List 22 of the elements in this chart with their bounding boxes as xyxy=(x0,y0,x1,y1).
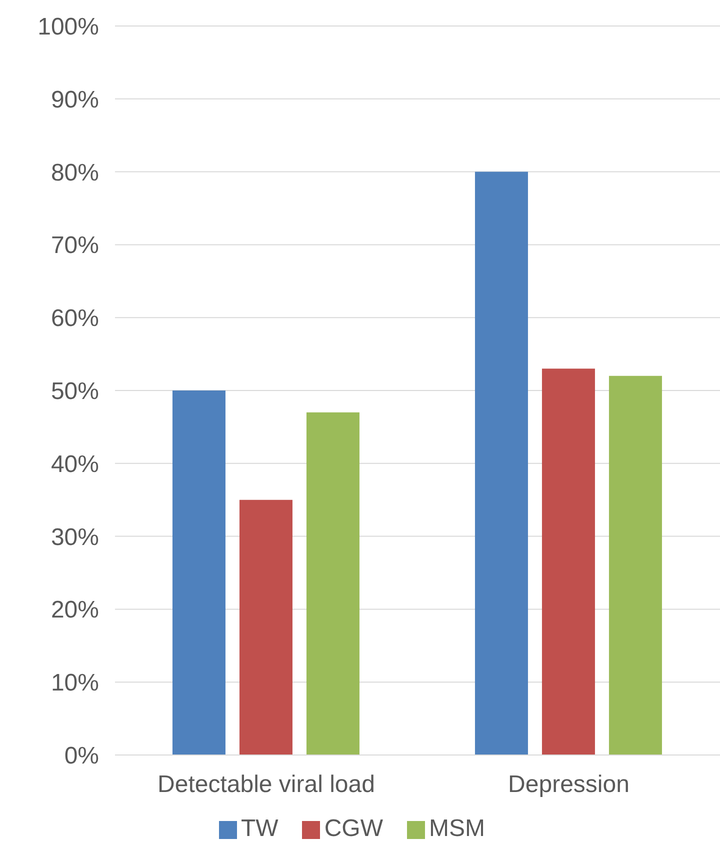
y-tick-label: 100% xyxy=(38,14,99,41)
y-tick-label: 0% xyxy=(64,742,99,770)
legend-label: CGW xyxy=(324,815,383,842)
y-tick-label: 90% xyxy=(50,86,99,114)
x-tick-label: Detectable viral load xyxy=(158,771,375,798)
y-tick-label: 30% xyxy=(50,524,99,551)
y-tick-label: 60% xyxy=(50,305,99,332)
bar xyxy=(306,412,360,755)
y-tick-label: 50% xyxy=(50,378,99,406)
bar xyxy=(608,376,662,755)
legend-label: MSM xyxy=(428,815,485,842)
y-tick-label: 40% xyxy=(50,450,99,478)
bar xyxy=(172,390,226,755)
y-tick-label: 20% xyxy=(50,596,99,624)
y-tick-label: 70% xyxy=(50,232,99,260)
legend-label: TW xyxy=(241,815,278,842)
bar xyxy=(542,368,595,755)
bar xyxy=(239,500,292,755)
x-tick-label: Depression xyxy=(508,771,630,798)
y-tick-label: 80% xyxy=(50,159,99,186)
y-tick-label: 10% xyxy=(50,670,99,697)
bar xyxy=(474,172,528,755)
